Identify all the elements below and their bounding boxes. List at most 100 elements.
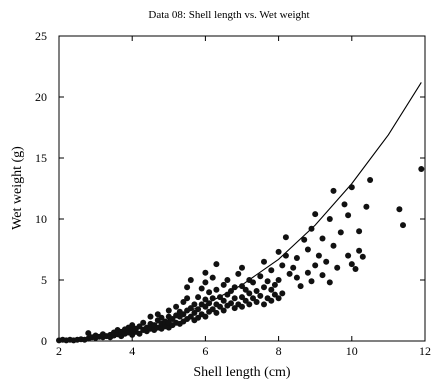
y-tick-label: 5: [41, 273, 47, 287]
data-point: [184, 284, 191, 291]
data-point: [326, 216, 333, 222]
data-point: [231, 305, 238, 312]
y-axis-label: Wet weight (g): [10, 146, 25, 230]
data-point: [319, 235, 326, 242]
data-point: [293, 274, 300, 281]
plot-frame: [58, 35, 426, 342]
data-point: [209, 274, 216, 281]
data-point: [275, 248, 282, 255]
data-point: [268, 286, 275, 293]
data-point: [231, 284, 238, 291]
x-tick-label: 12: [419, 344, 431, 358]
data-point: [209, 295, 216, 302]
data-point: [239, 303, 245, 310]
data-point: [282, 252, 289, 259]
data-point: [195, 306, 202, 313]
data-point: [275, 295, 282, 302]
chart-title: Data 08: Shell length vs. Wet weight: [148, 9, 309, 21]
data-point: [213, 286, 220, 293]
data-point: [191, 309, 198, 316]
data-point: [261, 301, 267, 308]
data-point: [304, 269, 311, 276]
data-point: [209, 306, 216, 313]
x-tick-label: 8: [276, 344, 282, 358]
data-point: [253, 299, 260, 305]
data-point: [213, 261, 220, 268]
data-point: [268, 297, 275, 304]
data-point: [301, 236, 308, 243]
data-points: [56, 166, 425, 344]
data-point: [187, 277, 194, 283]
x-tick-label: 10: [346, 344, 358, 358]
data-point: [147, 313, 154, 320]
data-point: [352, 266, 359, 272]
data-point: [356, 228, 363, 235]
data-point: [323, 258, 330, 265]
data-point: [202, 279, 209, 286]
data-point: [293, 255, 300, 261]
data-point: [220, 297, 227, 304]
x-tick-label: 4: [129, 344, 135, 358]
data-point: [136, 330, 143, 337]
data-point: [312, 262, 319, 269]
y-tick-label: 25: [35, 29, 47, 43]
data-point: [180, 299, 187, 305]
data-point: [257, 292, 264, 299]
data-point: [297, 283, 304, 290]
y-tick-label: 10: [35, 212, 47, 226]
data-point: [334, 264, 341, 271]
data-point: [308, 278, 315, 285]
data-point: [279, 262, 286, 269]
data-point: [158, 314, 165, 321]
data-point: [246, 290, 253, 297]
data-point: [129, 322, 136, 329]
fit-curve-line: [58, 82, 422, 341]
data-point: [217, 303, 223, 310]
data-point: [202, 296, 209, 303]
fit-curve-layer: [58, 82, 422, 341]
data-point: [217, 294, 223, 301]
data-point: [271, 291, 278, 298]
x-tick-label: 2: [56, 344, 62, 358]
data-point: [271, 281, 278, 288]
data-point: [315, 252, 322, 259]
data-point: [304, 246, 311, 253]
data-point: [257, 273, 264, 280]
data-point: [202, 303, 209, 310]
data-point: [268, 267, 275, 274]
data-point: [337, 229, 344, 236]
data-point: [341, 201, 348, 208]
data-point: [85, 330, 92, 337]
data-point: [228, 288, 234, 294]
data-point: [359, 253, 366, 260]
data-point: [363, 203, 370, 210]
data-point: [140, 319, 147, 326]
data-point: [235, 270, 242, 277]
data-point: [239, 264, 245, 271]
data-point: [286, 270, 293, 277]
data-point: [198, 285, 205, 292]
data-point: [184, 295, 191, 302]
data-point: [154, 311, 161, 318]
data-point: [396, 206, 403, 213]
data-point: [202, 269, 209, 276]
data-point: [326, 279, 333, 286]
data-point: [279, 290, 286, 297]
axis-ticks: 2 4 6 8 10 12 0 5 10 15 20 25: [35, 29, 431, 358]
data-point: [187, 305, 194, 312]
data-point: [400, 222, 406, 229]
data-point: [239, 294, 245, 301]
data-point: [224, 277, 231, 283]
data-point: [282, 234, 289, 241]
data-point: [367, 177, 374, 183]
data-point: [246, 301, 253, 308]
data-point: [319, 272, 326, 279]
data-point: [242, 297, 249, 304]
data-point: [239, 283, 245, 290]
data-point: [220, 281, 227, 288]
data-point: [330, 187, 337, 194]
data-point: [228, 300, 234, 307]
data-point: [191, 301, 198, 308]
data-point: [290, 264, 297, 271]
